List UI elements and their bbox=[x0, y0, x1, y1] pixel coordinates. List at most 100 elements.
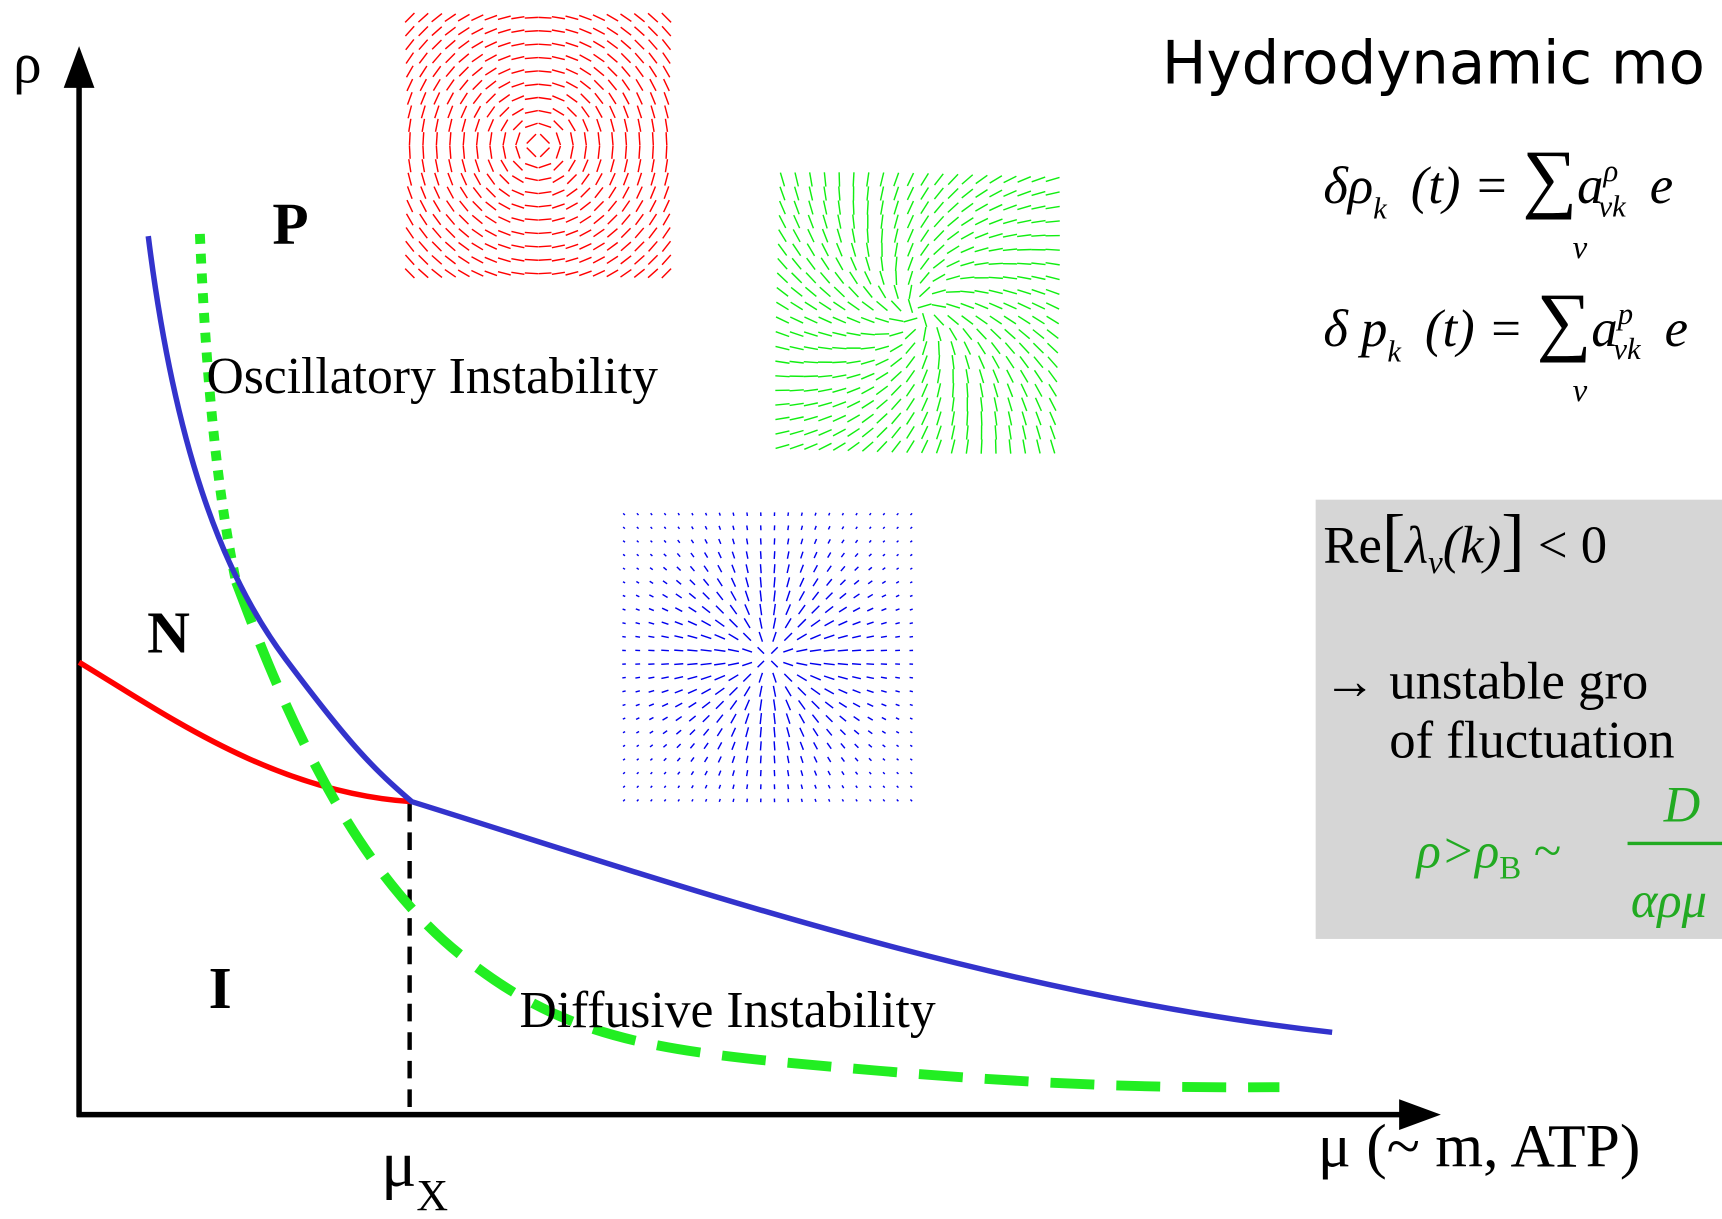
field-arrow bbox=[622, 690, 626, 693]
field-arrow bbox=[718, 538, 722, 545]
field-arrow bbox=[974, 289, 989, 294]
field-arrow bbox=[837, 662, 849, 666]
field-arrow bbox=[891, 412, 902, 425]
field-arrow bbox=[821, 243, 829, 257]
field-arrow bbox=[894, 256, 898, 271]
field-arrow bbox=[796, 662, 808, 666]
field-arrow bbox=[435, 145, 438, 159]
field-arrow bbox=[592, 256, 606, 264]
field-arrow bbox=[718, 525, 722, 530]
field-arrow bbox=[742, 661, 753, 667]
field-arrow bbox=[896, 758, 899, 761]
field-arrow bbox=[1017, 275, 1032, 280]
field-arrow bbox=[796, 674, 808, 682]
slide-title: Hydrodynamic mo bbox=[1162, 28, 1705, 97]
field-arrow bbox=[882, 771, 886, 775]
field-arrow bbox=[1034, 397, 1043, 412]
field-arrow bbox=[551, 271, 566, 276]
field-arrow bbox=[772, 672, 777, 683]
field-arrow bbox=[649, 730, 654, 734]
field-arrow bbox=[691, 526, 694, 530]
eq-part: p bbox=[1616, 297, 1633, 331]
field-arrow bbox=[813, 538, 818, 545]
field-arrow bbox=[610, 159, 615, 173]
stability-condition: Re[λν(k)] < 0 bbox=[1323, 500, 1607, 581]
field-arrow bbox=[717, 551, 722, 559]
field-arrow bbox=[745, 741, 749, 751]
field-arrow bbox=[874, 333, 890, 336]
field-arrow bbox=[676, 552, 681, 558]
equations: δρk⃗(t) = ∑aρ νk⃗eνδ pk⃗(t) = ∑ap νk⃗eν bbox=[1323, 135, 1688, 409]
field-arrow bbox=[551, 42, 565, 47]
field-arrow bbox=[1045, 220, 1060, 224]
x-arrow bbox=[1399, 1099, 1441, 1131]
criterion: ρ>ρB ~ bbox=[1415, 823, 1562, 887]
field-arrow bbox=[852, 676, 862, 680]
field-arrow bbox=[418, 254, 429, 266]
field-arrow bbox=[896, 785, 899, 789]
field-arrow bbox=[732, 525, 735, 531]
field-arrow bbox=[787, 798, 790, 803]
field-arrow bbox=[785, 699, 792, 711]
field-arrow bbox=[498, 188, 511, 198]
field-arrow bbox=[731, 564, 736, 573]
field-arrow bbox=[773, 755, 776, 764]
field-arrow bbox=[569, 132, 574, 146]
field-arrow bbox=[583, 145, 588, 159]
x-marker-sub: X bbox=[416, 1171, 448, 1219]
field-arrow bbox=[677, 539, 681, 544]
field-arrow bbox=[791, 272, 803, 284]
field-arrow bbox=[702, 578, 710, 586]
field-arrow bbox=[852, 607, 861, 613]
field-arrow bbox=[621, 66, 631, 78]
field-arrow bbox=[867, 730, 873, 735]
field-arrow bbox=[1045, 288, 1060, 295]
field-arrow bbox=[759, 551, 762, 559]
field-arrow bbox=[988, 276, 1003, 280]
field-arrow bbox=[921, 397, 929, 412]
field-arrow bbox=[757, 660, 765, 668]
field-arrow bbox=[744, 699, 751, 711]
field-arrow bbox=[876, 413, 888, 424]
field-arrow bbox=[405, 65, 414, 78]
field-arrow bbox=[622, 186, 630, 199]
field-arrow bbox=[851, 649, 862, 652]
field-arrow bbox=[1021, 411, 1027, 426]
field-arrow bbox=[804, 316, 818, 324]
field-arrow bbox=[893, 200, 900, 215]
field-arrow bbox=[689, 579, 696, 586]
field-arrow bbox=[868, 526, 872, 530]
field-arrow bbox=[947, 216, 960, 227]
field-arrow bbox=[881, 580, 887, 585]
field-arrow bbox=[526, 133, 537, 144]
field-arrow bbox=[776, 272, 789, 284]
field-arrow bbox=[889, 343, 903, 353]
field-arrow bbox=[832, 387, 847, 393]
field-arrow bbox=[896, 526, 899, 530]
field-arrow bbox=[662, 227, 671, 239]
field-arrow bbox=[579, 41, 592, 49]
field-arrow bbox=[407, 105, 413, 119]
field-arrow bbox=[905, 356, 916, 369]
field-arrow bbox=[677, 798, 680, 802]
field-arrow bbox=[717, 564, 723, 573]
field-arrow bbox=[742, 673, 752, 683]
field-arrow bbox=[512, 120, 524, 131]
field-arrow bbox=[622, 92, 630, 105]
field-arrow bbox=[661, 38, 672, 51]
field-arrow bbox=[608, 92, 617, 105]
field-arrow bbox=[786, 727, 791, 738]
field-arrow bbox=[866, 689, 874, 694]
field-arrow bbox=[593, 53, 605, 63]
field-arrow bbox=[874, 345, 890, 351]
field-arrow bbox=[906, 440, 915, 453]
field-arrow bbox=[895, 580, 900, 584]
field-arrow bbox=[538, 56, 552, 60]
field-arrow bbox=[783, 673, 793, 683]
field-arrow bbox=[458, 66, 469, 77]
field-arrow bbox=[800, 538, 804, 545]
field-arrow bbox=[846, 400, 861, 409]
region-i: I bbox=[209, 955, 232, 1021]
field-arrow bbox=[650, 771, 653, 775]
field-arrow bbox=[677, 512, 680, 516]
